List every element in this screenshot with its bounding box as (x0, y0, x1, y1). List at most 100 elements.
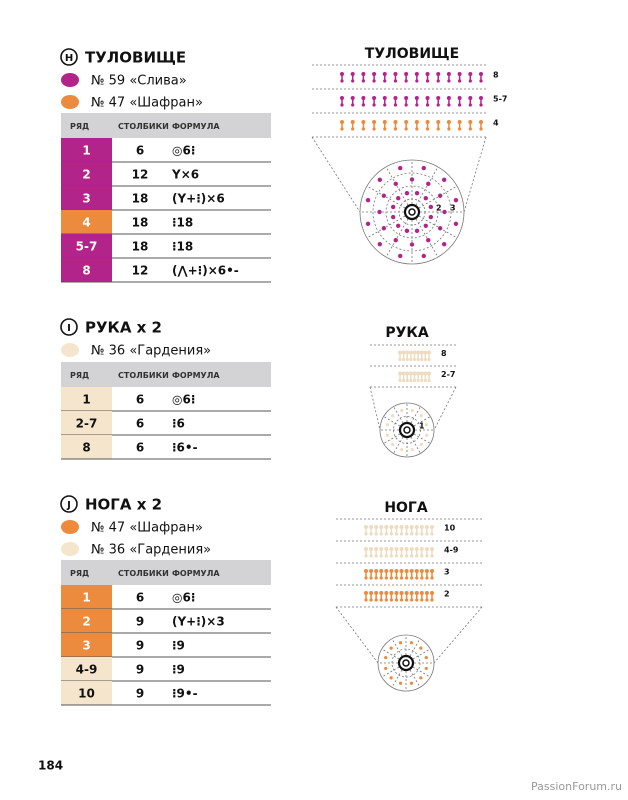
stitch-dot (447, 103, 451, 107)
stitch-dot (479, 120, 483, 124)
row-number: 10 (444, 524, 456, 533)
formula: ◎6⁝ (172, 393, 195, 407)
formula: ⁝18 (172, 216, 193, 230)
stitch-dot (404, 103, 408, 107)
stitch-dot (415, 127, 419, 131)
ring-stitch (437, 193, 443, 198)
stitch-dot (414, 525, 419, 529)
stitch-dot (458, 127, 462, 131)
stitch-dot (399, 547, 404, 551)
stitch-dot (423, 357, 427, 362)
stitch-dot (374, 554, 378, 558)
stitch-dot (405, 532, 409, 536)
row-label: 2 (82, 168, 90, 182)
stitch-dot (404, 569, 409, 573)
stitch-dot (350, 96, 355, 100)
row-label: 3 (82, 192, 90, 206)
stitch-dot (409, 569, 414, 573)
table-header-cell: ФОРМУЛА (172, 569, 220, 578)
stitches: 9 (136, 639, 144, 653)
stitch-dot (415, 554, 419, 558)
stitch-dot (394, 554, 399, 558)
stitch-dot (427, 378, 431, 383)
stitch-dot (427, 371, 431, 376)
stitch-dot (414, 547, 419, 551)
stitch-dot (436, 103, 440, 107)
stitch-dot (399, 569, 404, 573)
stitch-dot (369, 569, 374, 573)
stitch-dot (405, 350, 410, 355)
stitch-dot (446, 72, 451, 76)
spoke (385, 166, 413, 213)
stitch-dot (340, 103, 344, 107)
stitch-dot (379, 576, 383, 580)
row-label-cell (61, 633, 112, 657)
funnel-edge (433, 606, 483, 664)
ring-stitch (419, 442, 423, 446)
stitch-dot (379, 598, 383, 602)
diagram-title: ТУЛОВИЩЕ (365, 46, 459, 62)
stitch-dot (374, 532, 378, 536)
stitch-dot (389, 525, 394, 529)
stitch-dot (405, 371, 410, 376)
yarn-label: № 59 «Слива» (91, 74, 187, 89)
stitch-dot (361, 72, 366, 76)
yarn-swatch (61, 95, 79, 109)
row-label: 1 (82, 144, 90, 158)
stitches: 12 (132, 264, 149, 278)
table-header (61, 113, 271, 138)
spoke (366, 185, 413, 213)
stitch-dot (383, 127, 387, 131)
badge (60, 48, 78, 66)
stitch-dot (412, 378, 417, 383)
ring-stitch (409, 641, 414, 645)
ring-stitch (400, 408, 404, 413)
stitch-dot (374, 569, 379, 573)
stitch-dot (361, 120, 366, 124)
stitch-dot (372, 127, 376, 131)
stitch-dot (430, 598, 434, 602)
stitch-dot (425, 532, 429, 536)
table-header-cell: ФОРМУЛА (172, 122, 220, 131)
stitch-dot (369, 598, 373, 602)
formula: ⁝9 (172, 639, 185, 653)
stitch-dot (379, 525, 384, 529)
yarn-swatch (61, 542, 79, 556)
ring-stitch (424, 666, 428, 671)
stitch-dot (372, 103, 376, 107)
stitch-dot (404, 120, 409, 124)
stitches: 6 (136, 591, 144, 605)
ring-stitch (384, 666, 388, 671)
ring-stitch (423, 223, 428, 228)
stitch-dot (409, 357, 413, 362)
stitch-dot (401, 371, 406, 376)
stitch-dot (405, 598, 409, 602)
stitch-dot (424, 547, 429, 551)
stitch-dot (384, 532, 388, 536)
stitch-dot (414, 72, 419, 76)
badge-letter: H (65, 53, 73, 64)
stitch-dot (425, 103, 430, 107)
stitch-dot (423, 371, 428, 376)
stitch-dot (389, 576, 393, 580)
stitch-dot (404, 127, 408, 131)
stitch-dot (424, 591, 429, 595)
magic-ring (398, 421, 416, 439)
stitch-dot (364, 598, 368, 602)
stitch-dot (389, 532, 393, 536)
ring-stitch (377, 209, 382, 215)
stitch-dot (419, 591, 424, 595)
stitch-dot (350, 72, 355, 76)
badge (60, 318, 78, 336)
stitches: 9 (136, 663, 144, 677)
stitch-dot (340, 120, 344, 124)
stitch-dot (404, 79, 408, 83)
stitch-dot (398, 350, 402, 355)
ring-label: 3 (450, 204, 456, 213)
stitches: 6 (136, 393, 144, 407)
stitch-dot (351, 127, 355, 131)
stitch-dot (398, 371, 402, 376)
stitch-dot (430, 591, 434, 595)
row-label: 8 (82, 441, 90, 455)
stitch-dot (414, 569, 419, 573)
